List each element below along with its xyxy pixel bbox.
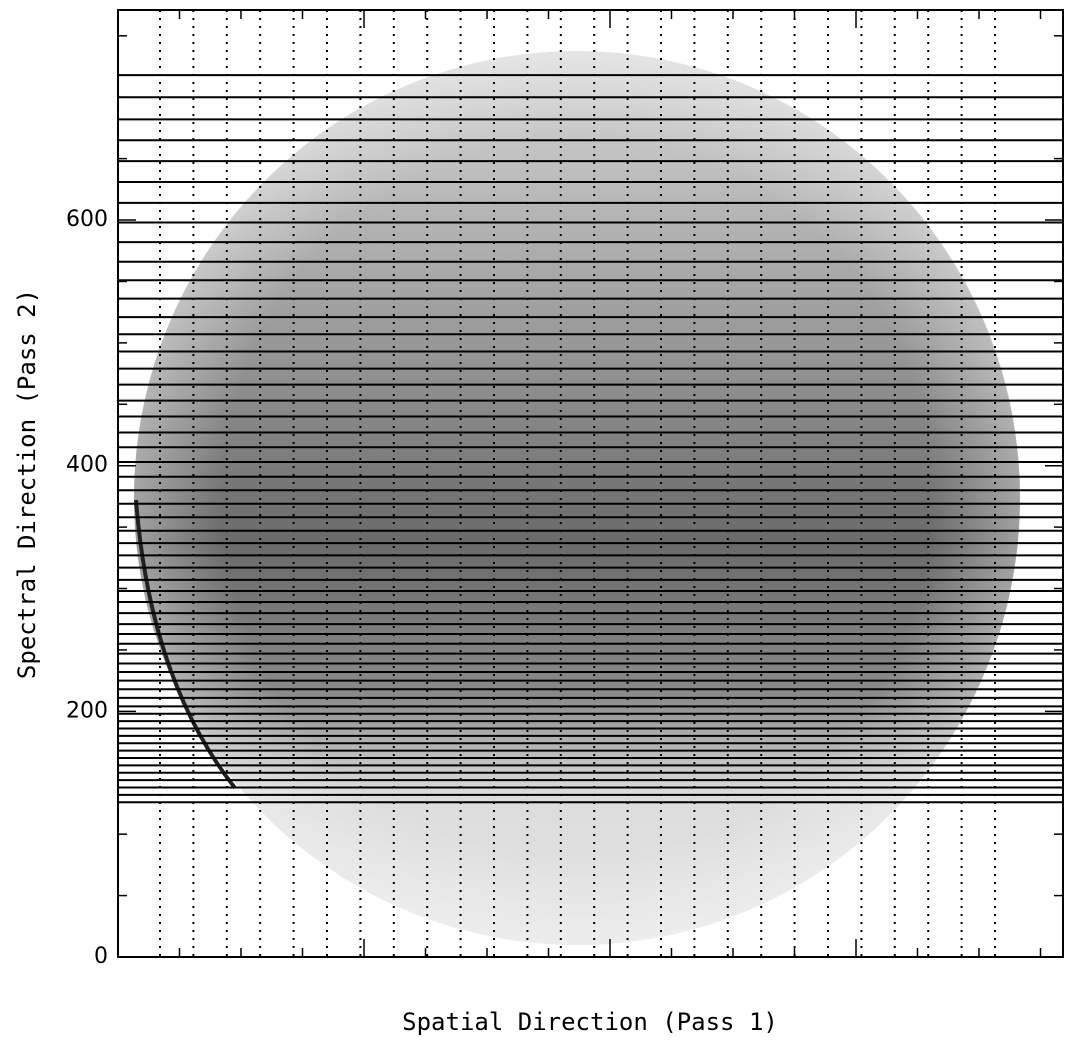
y-tick-label: 0	[94, 944, 108, 969]
y-tick-label: 600	[66, 207, 108, 232]
x-axis-label: Spatial Direction (Pass 1)	[402, 1008, 778, 1036]
vertical-dotted-grid	[159, 10, 996, 957]
x-ticks	[178, 10, 1042, 957]
y-axis-label: Spectral Direction (Pass 2)	[13, 289, 41, 679]
y-tick-label: 400	[66, 453, 108, 478]
detector-image	[134, 51, 1020, 945]
plot-frame	[117, 9, 1064, 958]
y-tick-label: 200	[66, 698, 108, 723]
